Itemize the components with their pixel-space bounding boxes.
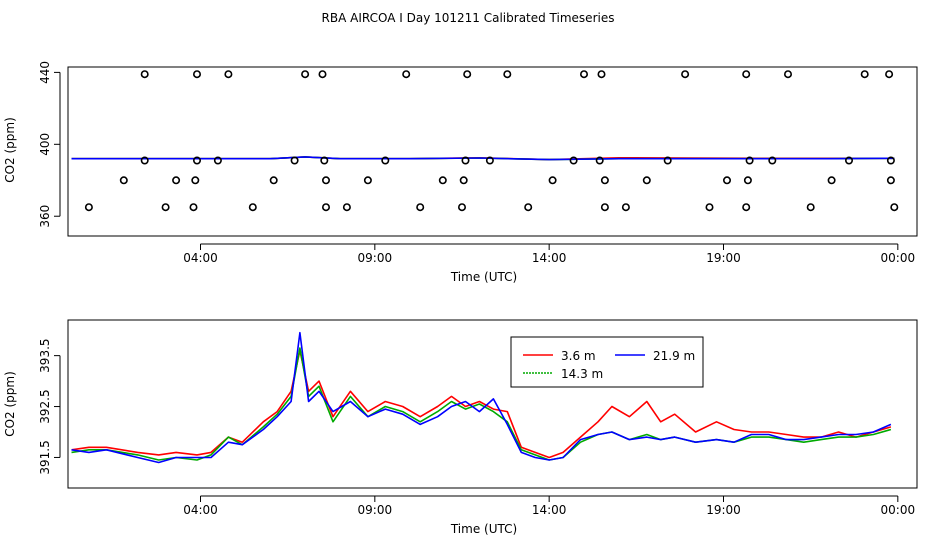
bottom-series-group xyxy=(71,331,892,464)
top-data-point-15 xyxy=(301,70,310,79)
top-data-point-54 xyxy=(844,156,853,165)
top-data-point-34 xyxy=(569,156,578,165)
top-data-point-59 xyxy=(890,203,899,212)
plot-frame-bottom xyxy=(67,319,918,489)
legend-label-21-9m: 21.9 m xyxy=(653,349,695,363)
top-data-point-39 xyxy=(600,203,609,212)
bottom-y-axis: 391.5 392.5 393.5 xyxy=(38,338,61,475)
top-data-point-22 xyxy=(381,156,390,165)
bottom-x-axis: 04:00 09:00 14:00 19:00 00:00 xyxy=(183,495,916,517)
top-data-point-28 xyxy=(461,156,470,165)
top-y-tick-label-400: 400 xyxy=(38,133,52,156)
bottom-y-tick-label-393-5: 393.5 xyxy=(38,338,52,372)
top-data-point-27 xyxy=(459,176,468,185)
bottom-series-line-14-3-m xyxy=(71,347,892,461)
top-data-point-51 xyxy=(783,70,792,79)
bottom-x-axis-label: Time (UTC) xyxy=(450,522,517,536)
panel-bottom: 04:00 09:00 14:00 19:00 00:00 391.5 392.5 393.… xyxy=(3,319,918,536)
top-x-tick-label-09-00: 09:00 xyxy=(358,251,393,265)
top-data-point-3 xyxy=(140,70,149,79)
top-data-point-17 xyxy=(320,156,329,165)
top-data-point-10 xyxy=(213,156,222,165)
top-y-tick-label-440: 440 xyxy=(38,61,52,84)
top-data-point-53 xyxy=(827,176,836,185)
top-data-point-5 xyxy=(172,176,181,185)
top-data-point-16 xyxy=(318,70,327,79)
top-data-point-35 xyxy=(579,70,588,79)
top-data-point-56 xyxy=(885,70,894,79)
bottom-x-tick-label-00-00: 00:00 xyxy=(881,503,916,517)
top-data-point-46 xyxy=(742,203,751,212)
top-data-point-41 xyxy=(642,176,651,185)
figure-title: RBA AIRCOA I Day 101211 Calibrated Times… xyxy=(322,11,615,25)
top-data-point-21 xyxy=(363,176,372,185)
top-data-point-57 xyxy=(886,156,895,165)
top-y-axis: 360 400 440 xyxy=(38,61,61,228)
top-data-point-1 xyxy=(119,176,128,185)
top-data-point-37 xyxy=(597,70,606,79)
bottom-x-tick-label-14-00: 14:00 xyxy=(532,503,567,517)
top-data-point-9 xyxy=(193,70,202,79)
top-data-point-52 xyxy=(806,203,815,212)
top-data-point-44 xyxy=(705,203,714,212)
top-data-point-33 xyxy=(548,176,557,185)
panel-top: 04:00 09:00 14:00 19:00 00:00 360 400 440 Time… xyxy=(3,61,918,284)
top-data-point-0 xyxy=(84,203,93,212)
top-data-point-47 xyxy=(743,176,752,185)
top-x-axis-label: Time (UTC) xyxy=(450,270,517,284)
top-data-point-26 xyxy=(457,203,466,212)
top-data-point-58 xyxy=(886,176,895,185)
top-x-tick-label-14-00: 14:00 xyxy=(532,251,567,265)
top-y-axis-label: CO2 (ppm) xyxy=(3,117,17,183)
top-x-tick-label-19-00: 19:00 xyxy=(706,251,741,265)
legend-label-3-6m: 3.6 m xyxy=(561,349,596,363)
top-data-point-7 xyxy=(191,176,200,185)
top-data-point-19 xyxy=(321,203,330,212)
top-data-point-55 xyxy=(860,70,869,79)
top-data-point-43 xyxy=(681,70,690,79)
top-data-point-23 xyxy=(402,70,411,79)
top-x-tick-label-04-00: 04:00 xyxy=(183,251,218,265)
top-data-point-18 xyxy=(321,176,330,185)
bottom-y-axis-label: CO2 (ppm) xyxy=(3,371,17,437)
top-data-point-13 xyxy=(269,176,278,185)
top-data-point-12 xyxy=(248,203,257,212)
bottom-x-tick-label-04-00: 04:00 xyxy=(183,503,218,517)
top-data-point-32 xyxy=(524,203,533,212)
bottom-series-line-21-9-m xyxy=(71,331,892,464)
legend-box xyxy=(510,336,704,388)
bottom-y-tick-label-391-5: 391.5 xyxy=(38,440,52,474)
top-data-point-50 xyxy=(768,156,777,165)
top-y-tick-label-360: 360 xyxy=(38,205,52,228)
top-data-point-14 xyxy=(290,156,299,165)
top-data-point-31 xyxy=(503,70,512,79)
top-data-point-6 xyxy=(189,203,198,212)
top-data-point-48 xyxy=(745,156,754,165)
top-data-point-38 xyxy=(600,176,609,185)
top-data-point-49 xyxy=(742,70,751,79)
legend: 3.6 m 21.9 m 14.3 m xyxy=(510,336,704,388)
bottom-y-tick-label-392-5: 392.5 xyxy=(38,389,52,423)
top-x-tick-label-00-00: 00:00 xyxy=(881,251,916,265)
top-data-point-11 xyxy=(224,70,233,79)
top-data-point-2 xyxy=(140,156,149,165)
top-data-point-20 xyxy=(342,203,351,212)
top-data-point-29 xyxy=(463,70,472,79)
top-x-axis: 04:00 09:00 14:00 19:00 00:00 xyxy=(183,243,916,265)
top-data-point-8 xyxy=(193,156,202,165)
plot-frame-top xyxy=(67,66,918,237)
top-data-point-42 xyxy=(663,156,672,165)
top-data-point-36 xyxy=(595,156,604,165)
top-data-point-25 xyxy=(438,176,447,185)
top-data-point-30 xyxy=(485,156,494,165)
bottom-x-tick-label-19-00: 19:00 xyxy=(706,503,741,517)
top-data-point-45 xyxy=(722,176,731,185)
top-scatter-group xyxy=(84,70,899,212)
top-data-point-4 xyxy=(161,203,170,212)
top-data-point-24 xyxy=(416,203,425,212)
top-data-point-40 xyxy=(621,203,630,212)
legend-label-14-3m: 14.3 m xyxy=(561,367,603,381)
bottom-x-tick-label-09-00: 09:00 xyxy=(358,503,393,517)
